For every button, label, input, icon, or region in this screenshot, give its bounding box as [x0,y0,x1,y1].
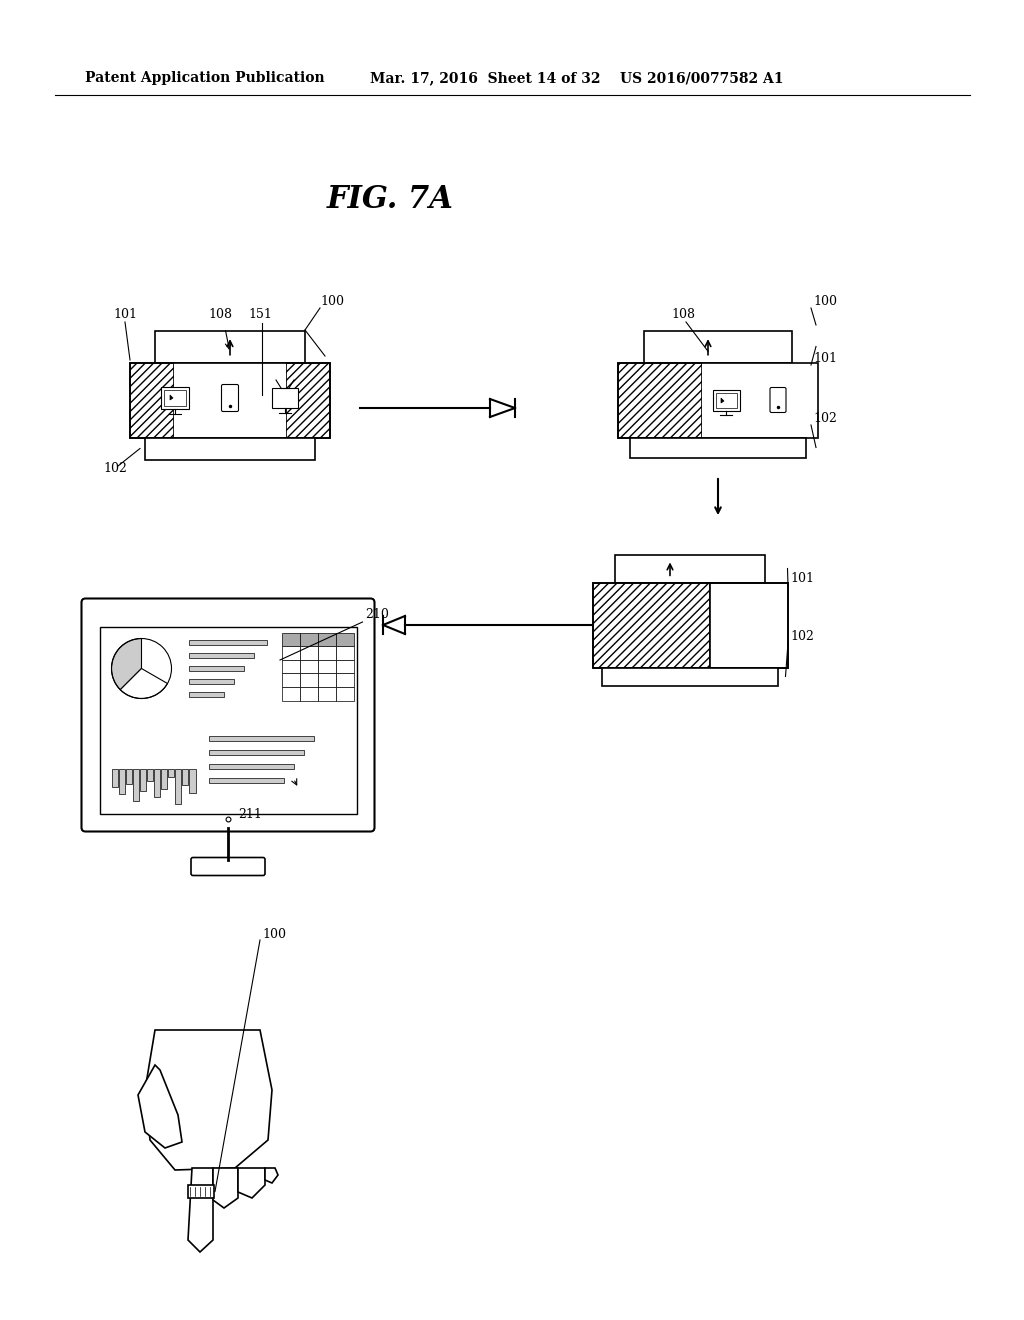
Bar [119,768,125,793]
Bar [299,632,317,645]
Text: Mar. 17, 2016  Sheet 14 of 32: Mar. 17, 2016 Sheet 14 of 32 [370,71,600,84]
Bar [618,363,702,437]
Bar [644,330,792,363]
Bar [146,768,153,780]
Text: 108: 108 [671,308,695,321]
Bar [155,330,305,363]
Bar [130,363,174,437]
Polygon shape [138,1065,182,1148]
Bar [133,768,139,800]
FancyBboxPatch shape [221,384,239,412]
Bar [188,692,223,697]
Bar [593,582,710,668]
Text: 100: 100 [262,928,286,941]
Polygon shape [170,395,173,400]
Polygon shape [112,639,141,690]
Bar [317,632,336,645]
Bar [713,389,739,411]
Bar [282,686,299,701]
Bar [299,660,317,673]
Bar [716,392,736,408]
Polygon shape [238,1168,265,1199]
Bar [317,686,336,701]
Bar [282,645,299,660]
Text: 108: 108 [208,308,232,321]
Bar [272,388,298,408]
Polygon shape [188,1168,213,1251]
Bar [126,768,132,784]
Text: 101: 101 [113,308,137,321]
Text: US 2016/0077582 A1: US 2016/0077582 A1 [620,71,783,84]
Bar [145,437,315,459]
Polygon shape [265,1168,278,1183]
Bar [164,389,186,407]
Bar [175,768,181,804]
Bar [336,673,353,686]
Bar [209,750,303,755]
FancyBboxPatch shape [82,598,375,832]
Bar [188,1185,214,1199]
Bar [710,582,787,668]
Bar [336,660,353,673]
Text: 101: 101 [790,572,814,585]
FancyBboxPatch shape [770,388,786,412]
Polygon shape [145,1030,272,1170]
Bar [161,768,167,788]
Bar [299,673,317,686]
Bar [182,768,188,784]
Bar [282,660,299,673]
Text: 102: 102 [103,462,127,475]
Text: 102: 102 [813,412,837,425]
Bar [209,777,284,783]
Text: 102: 102 [790,630,814,643]
Bar [112,768,118,787]
Bar [209,737,313,741]
Bar [140,768,145,791]
Bar [615,554,765,582]
Text: 211: 211 [238,808,262,821]
Polygon shape [721,399,724,403]
Text: 210: 210 [366,609,389,620]
Text: 151: 151 [248,308,272,321]
Bar [189,768,196,792]
Bar [188,653,254,657]
Bar [336,686,353,701]
Bar [209,764,294,770]
Bar [299,645,317,660]
Bar [161,387,189,409]
Text: FIG. 7A: FIG. 7A [327,185,454,215]
Polygon shape [120,668,168,698]
Bar [99,627,356,813]
Bar [317,673,336,686]
Bar [630,437,806,458]
Polygon shape [213,1168,238,1208]
Bar [299,686,317,701]
Text: Patent Application Publication: Patent Application Publication [85,71,325,84]
Bar [154,768,160,796]
Text: 100: 100 [813,294,837,308]
Bar [130,363,330,437]
Text: 101: 101 [813,352,837,366]
Bar [282,632,299,645]
Bar [702,363,818,437]
Bar [593,582,787,668]
Bar [282,673,299,686]
Bar [188,640,266,645]
Bar [317,645,336,660]
Bar [317,660,336,673]
Bar [336,645,353,660]
Bar [602,668,778,685]
Bar [188,678,233,684]
Bar [188,667,244,671]
Bar [168,768,174,776]
Bar [618,363,818,437]
Bar [286,363,330,437]
Bar [336,632,353,645]
Bar [174,363,286,437]
Text: 100: 100 [319,294,344,308]
FancyBboxPatch shape [191,858,265,875]
